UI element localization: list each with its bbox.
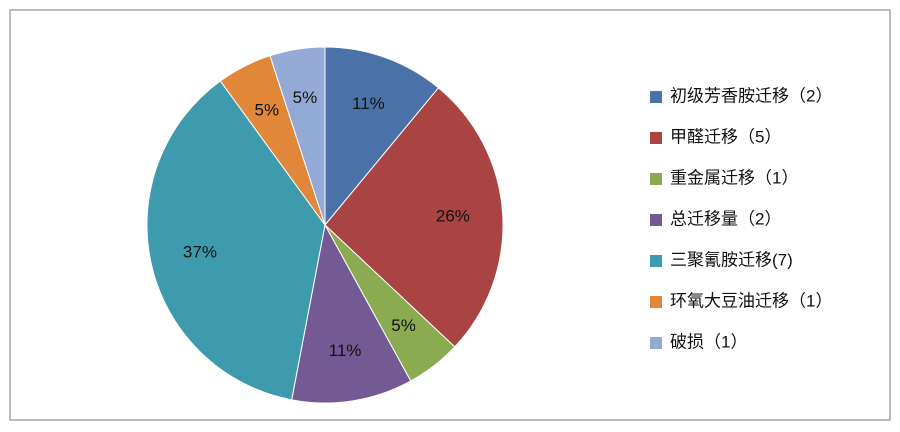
legend-swatch [650,296,662,308]
pie-slice [291,223,412,404]
data-label: 37% [183,242,217,261]
legend-label: 初级芳香胺迁移（2） [670,86,832,105]
legend-swatch [650,214,662,226]
legend-swatch [650,132,662,144]
legend-label: 环氧大豆油迁移（1） [670,291,832,310]
data-label: 5% [255,100,280,119]
legend-swatch [650,173,662,185]
data-label: 11% [329,341,362,360]
legend-swatch [650,337,662,349]
pie-slice [324,46,440,227]
legend-swatch [650,91,662,103]
data-label: 26% [436,206,470,225]
legend-label: 重金属迁移（1） [670,168,798,187]
data-label: 11% [352,94,385,113]
legend-swatch [650,255,662,267]
data-label: 5% [293,88,318,107]
pie-slice [324,87,504,348]
legend-label: 三聚氰胺迁移(7) [670,250,793,269]
data-label: 5% [391,316,416,335]
pie-slice [146,80,326,401]
pie-slice [269,46,326,226]
legend-label: 甲醛迁移（5） [670,127,781,146]
legend-label: 总迁移量（2） [670,209,781,228]
legend-label: 破损（1） [670,332,747,351]
